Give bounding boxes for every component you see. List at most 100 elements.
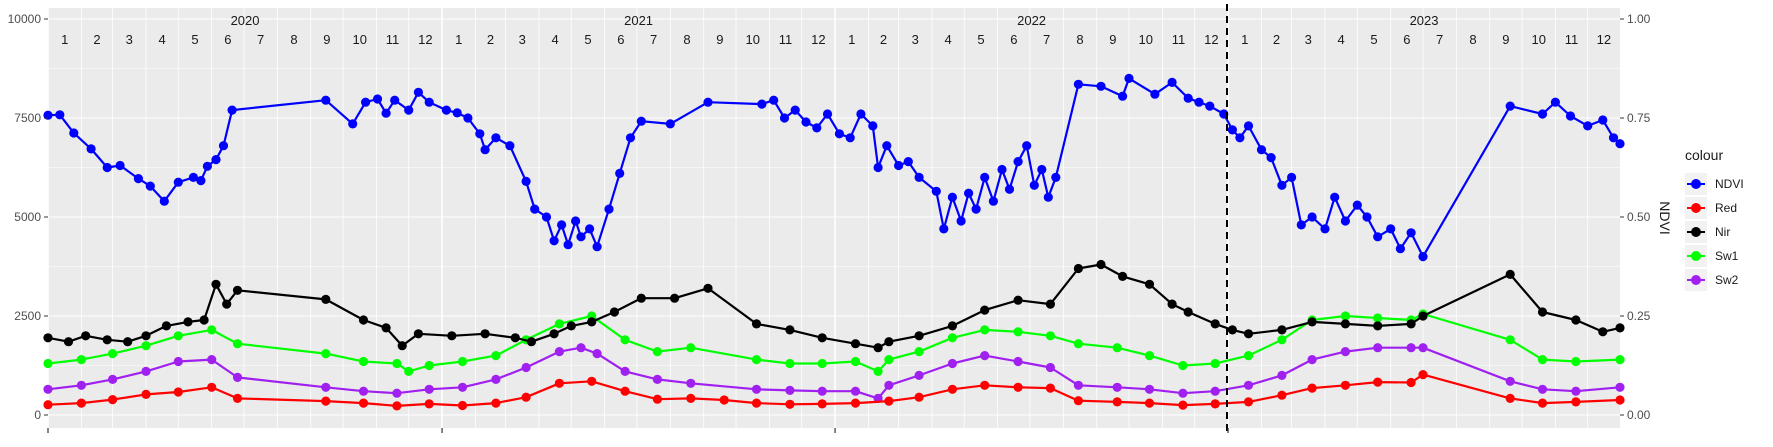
left-axis-tick-label: 7500 [14,111,41,125]
data-point-sw2 [1615,382,1625,392]
data-point-ndvi [894,160,904,171]
data-point-ndvi [521,176,531,186]
year-label: 2022 [1017,13,1046,28]
data-point-sw1 [947,333,958,343]
data-point-nir [1598,327,1608,337]
year-label: 2020 [231,13,260,28]
data-point-ndvi [1013,157,1023,167]
data-point-sw1 [980,325,990,335]
data-point-nir [1406,319,1416,329]
data-point-ndvi [1205,101,1215,111]
data-point-red [914,392,924,402]
month-label: 8 [1076,32,1083,47]
data-point-sw1 [751,355,762,365]
data-point-red [1571,397,1581,407]
data-point-red [491,398,501,408]
month-label: 2 [487,32,494,47]
data-point-nir [526,337,537,347]
data-point-sw1 [457,356,468,367]
data-point-nir [480,329,490,339]
data-point-ndvi [592,242,602,252]
data-point-ndvi [361,97,371,107]
data-point-ndvi [779,113,790,123]
data-point-ndvi [856,109,866,119]
data-point-ndvi [703,97,713,107]
data-point-sw2 [914,370,924,380]
data-point-ndvi [1029,180,1039,190]
data-point-sw2 [321,382,331,392]
data-point-red [1505,393,1515,403]
data-point-red [947,384,958,394]
data-point-ndvi [1320,224,1330,234]
data-point-ndvi [956,216,966,226]
data-point-nir [1118,271,1128,281]
legend-label: NDVI [1715,177,1744,191]
data-point-sw1 [1112,343,1122,353]
month-label: 8 [290,32,297,47]
month-label: 7 [650,32,657,47]
data-point-nir [1571,315,1581,325]
data-point-ndvi [834,129,845,139]
legend-label: Sw1 [1715,249,1739,263]
data-point-sw2 [884,380,894,390]
data-point-sw1 [686,343,696,353]
data-point-red [358,398,369,408]
data-point-sw2 [358,386,369,396]
year-label: 2021 [624,13,653,28]
data-point-red [1178,400,1188,410]
data-point-ndvi [115,160,125,171]
data-point-ndvi [188,172,198,182]
data-point-sw1 [207,325,217,335]
month-label: 11 [386,32,400,47]
data-point-ndvi [1608,133,1619,143]
data-point-ndvi [557,220,567,230]
data-point-sw2 [76,380,86,390]
data-point-nir [1537,307,1548,317]
data-point-ndvi [1386,224,1396,234]
data-point-nir [447,331,457,341]
data-point-ndvi [549,236,559,246]
month-label: 12 [1597,32,1611,47]
data-point-sw1 [1340,311,1350,321]
legend-label: Sw2 [1715,273,1739,287]
month-label: 1 [848,32,855,47]
data-point-nir [102,335,112,345]
data-point-nir [123,337,133,347]
month-label: 12 [1204,32,1218,47]
data-point-red [1277,390,1287,400]
data-point-sw1 [358,356,369,367]
data-point-ndvi [475,129,485,139]
panel-background [48,8,1620,428]
data-point-sw2 [392,388,402,398]
data-point-red [1210,399,1220,409]
data-point-sw2 [207,355,217,365]
data-point-nir [751,319,762,329]
data-point-ndvi [1256,145,1267,155]
right-axis: 0.00 0.25 0.50 0.75 1.00 NDVI [1620,12,1673,422]
data-point-sw2 [1505,376,1515,386]
data-point-sw2 [1045,362,1055,373]
data-point-sw2 [1571,386,1581,396]
data-point-sw2 [947,358,958,369]
data-point-nir [43,333,53,343]
data-point-sw1 [108,349,118,359]
data-point-ndvi [159,196,169,206]
data-point-red [1373,377,1383,387]
data-point-sw2 [554,347,565,357]
month-label: 3 [126,32,133,47]
data-point-ndvi [1118,91,1128,101]
data-point-ndvi [505,141,515,151]
month-label: 2 [1273,32,1280,47]
data-point-sw1 [76,355,86,365]
data-point-sw1 [1144,351,1155,361]
month-label: 5 [584,32,591,47]
data-point-ndvi [790,105,800,115]
data-point-ndvi [211,155,221,165]
data-point-sw1 [1277,335,1287,345]
data-point-ndvi [1266,153,1276,163]
data-point-red [587,376,597,386]
legend-key-point [1691,179,1701,189]
data-point-red [457,400,468,411]
data-point-ndvi [1615,139,1625,149]
